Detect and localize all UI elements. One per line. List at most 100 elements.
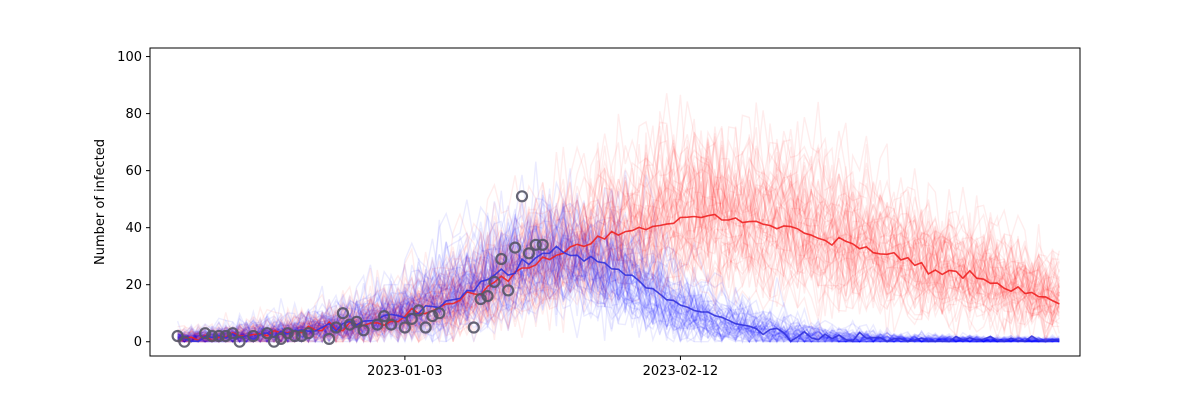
red-trajectory xyxy=(177,146,1060,343)
y-axis-label: Number of infected xyxy=(93,139,108,265)
mean-lines xyxy=(177,213,1060,343)
observed-point xyxy=(371,318,384,331)
observed-point xyxy=(357,324,370,337)
blue-trajectory xyxy=(177,170,1060,344)
observed-point xyxy=(419,321,432,334)
observed-point xyxy=(261,327,274,340)
y-axis: 0 20 40 60 80 100 xyxy=(117,50,150,350)
observed-point xyxy=(522,247,536,260)
blue-trajectory xyxy=(177,241,1060,344)
observed-point xyxy=(212,329,225,343)
red-trajectory xyxy=(177,114,1060,344)
red-trajectory xyxy=(177,148,1060,343)
plot-frame xyxy=(149,47,1081,357)
blue-trajectory xyxy=(177,231,1060,345)
observed-point xyxy=(219,329,232,343)
observed-point xyxy=(474,292,487,306)
blue-trajectory xyxy=(177,229,1060,343)
red-trajectory xyxy=(177,110,1060,344)
observed-point xyxy=(205,329,219,343)
red-trajectory xyxy=(177,122,1060,344)
observed-point xyxy=(467,321,480,334)
red-trajectory xyxy=(177,187,1060,344)
red-trajectory xyxy=(177,136,1060,343)
observed-point xyxy=(529,238,542,251)
red-trajectory xyxy=(177,177,1060,343)
red-trajectory xyxy=(177,125,1060,345)
blue-trajectory xyxy=(177,203,1060,344)
blue-trajectory xyxy=(177,241,1060,343)
observed-point xyxy=(199,327,212,340)
blue-trajectory xyxy=(177,225,1060,344)
x-axis: 2023-01-03 2023-02-12 xyxy=(367,356,718,379)
blue-trajectory xyxy=(177,161,1060,343)
observed-point xyxy=(350,315,363,328)
observed-point xyxy=(488,275,501,288)
blue-trajectory xyxy=(177,168,1060,343)
observed-point xyxy=(426,310,439,323)
red-trajectory xyxy=(177,93,1060,343)
red-trajectory xyxy=(177,145,1060,344)
blue-trajectory xyxy=(177,237,1060,343)
blue-trajectory xyxy=(177,208,1060,344)
observed-point xyxy=(385,318,398,331)
observed-point xyxy=(412,304,425,317)
blue-mean-line xyxy=(177,245,1060,343)
observed-point xyxy=(515,190,529,203)
observed-point xyxy=(267,335,281,348)
blue-trajectory xyxy=(177,202,1060,344)
observed-point xyxy=(247,329,260,343)
blue-trajectory xyxy=(177,235,1060,344)
red-trajectory xyxy=(177,113,1060,343)
y-tick-label: 100 xyxy=(117,50,142,65)
y-tick-label: 60 xyxy=(125,164,142,179)
red-trajectory xyxy=(177,174,1060,345)
blue-trajectory xyxy=(177,219,1060,343)
red-trajectory xyxy=(177,111,1060,344)
blue-trajectory xyxy=(177,213,1060,344)
observed-point xyxy=(481,290,494,303)
red-trajectory xyxy=(177,235,1060,343)
red-trajectory xyxy=(177,164,1060,343)
observed-point xyxy=(302,327,315,340)
red-trajectory xyxy=(177,214,1060,344)
y-tick-label: 20 xyxy=(125,278,142,293)
x-tick-label: 2023-02-12 xyxy=(643,364,719,379)
red-trajectory xyxy=(177,187,1060,343)
observed-point xyxy=(508,241,522,254)
observed-point xyxy=(329,321,343,334)
observed-point xyxy=(433,307,446,320)
red-trajectory xyxy=(177,174,1060,343)
red-trajectory xyxy=(177,135,1060,344)
red-trajectory xyxy=(177,166,1060,344)
blue-trajectory xyxy=(177,238,1060,344)
observed-point xyxy=(288,329,301,343)
red-trajectory xyxy=(177,150,1060,345)
red-trajectory xyxy=(177,198,1060,343)
blue-trajectory xyxy=(177,174,1060,344)
red-trajectory xyxy=(177,200,1060,344)
blue-trajectory xyxy=(177,230,1060,344)
x-tick-label: 2023-01-03 xyxy=(367,364,443,379)
blue-trajectory xyxy=(176,199,1060,344)
observed-point xyxy=(178,335,191,348)
red-trajectory xyxy=(177,156,1060,343)
red-trajectory xyxy=(176,207,1060,342)
blue-trajectory xyxy=(177,209,1060,344)
observed-point xyxy=(405,312,418,325)
observed-point xyxy=(295,329,308,343)
red-trajectory xyxy=(177,184,1060,345)
blue-trajectory xyxy=(177,201,1060,344)
blue-trajectory xyxy=(177,190,1060,344)
red-mean-line xyxy=(177,213,1060,342)
red-trajectory xyxy=(177,140,1060,344)
observed-point xyxy=(226,327,239,340)
blue-trajectory xyxy=(177,229,1060,344)
y-tick-label: 40 xyxy=(125,221,142,236)
y-tick-label: 80 xyxy=(125,107,142,122)
observed-points xyxy=(171,190,549,348)
observed-point xyxy=(378,310,391,323)
observed-point xyxy=(502,284,515,297)
blue-trajectory xyxy=(177,262,1060,343)
